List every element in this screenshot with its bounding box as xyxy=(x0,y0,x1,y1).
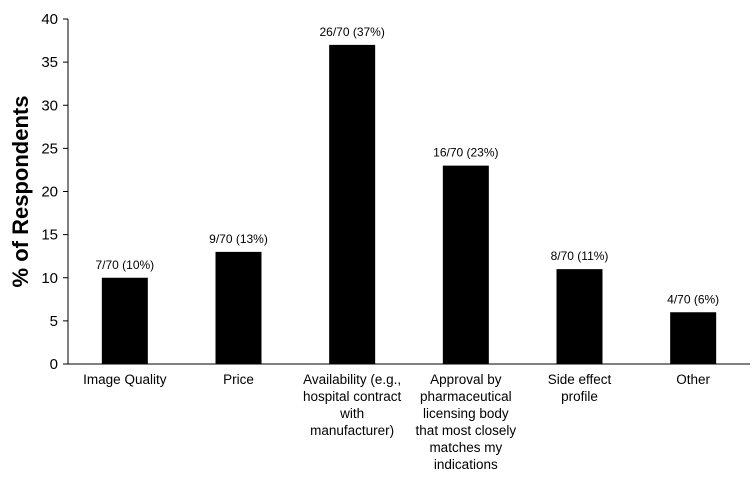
x-category-label-line: manufacturer) xyxy=(310,423,394,438)
data-labels: 7/70 (10%) 9/70 (13%) 26/70 (37%) 16/70 (23… xyxy=(95,25,719,306)
x-category-label-line: Other xyxy=(676,372,710,387)
y-tick-label: 20 xyxy=(41,184,58,201)
axes xyxy=(68,19,750,364)
x-category-labels: Image Quality Price Availability (e.g., hos… xyxy=(83,372,710,472)
x-category-label-line: pharmaceutical xyxy=(420,389,512,404)
bar xyxy=(102,278,148,364)
y-tick-label: 40 xyxy=(41,11,58,28)
x-category-label: Side effect profile xyxy=(548,372,612,404)
x-category-label-line: profile xyxy=(561,389,598,404)
bars xyxy=(102,45,716,364)
x-category-label-line: with xyxy=(339,406,364,421)
data-label: 7/70 (10%) xyxy=(95,258,154,272)
bar xyxy=(216,252,262,364)
x-category-label-line: Price xyxy=(223,372,254,387)
x-category-label-line: matches my xyxy=(429,440,502,455)
x-category-label-line: licensing body xyxy=(423,406,509,421)
x-category-label: Image Quality xyxy=(83,372,167,387)
data-label: 26/70 (37%) xyxy=(319,25,384,39)
y-tick-label: 5 xyxy=(50,313,58,330)
x-category-label: Approval by pharmaceutical licensing body t… xyxy=(416,372,517,472)
y-axis-title-group: % of Respondents xyxy=(8,96,33,288)
data-label: 16/70 (23%) xyxy=(433,146,498,160)
data-label: 9/70 (13%) xyxy=(209,232,268,246)
x-category-label-line: indications xyxy=(434,457,498,472)
y-axis-title: % of Respondents xyxy=(8,96,33,288)
y-tick-label: 35 xyxy=(41,54,58,71)
data-label: 8/70 (11%) xyxy=(551,249,609,263)
bar xyxy=(329,45,375,364)
data-label: 4/70 (6%) xyxy=(667,292,719,306)
bar xyxy=(670,312,716,364)
x-category-label: Availability (e.g., hospital contract with… xyxy=(303,372,402,438)
x-category-label-line: Image Quality xyxy=(83,372,167,387)
y-tick-label: 25 xyxy=(41,140,58,157)
bar xyxy=(557,269,603,364)
x-category-label-line: that most closely xyxy=(416,423,517,438)
y-tick-label: 10 xyxy=(41,270,58,287)
y-tick-label: 30 xyxy=(41,97,58,114)
x-category-label-line: Availability (e.g., xyxy=(303,372,401,387)
y-tick-label: 15 xyxy=(41,227,58,244)
x-category-label-line: hospital contract xyxy=(303,389,402,404)
bar xyxy=(443,166,489,364)
y-tick-label: 0 xyxy=(50,356,58,373)
x-category-label: Price xyxy=(223,372,254,387)
y-ticks: 0 5 10 15 20 25 30 35 40 xyxy=(41,11,68,373)
x-category-label: Other xyxy=(676,372,710,387)
x-category-label-line: Approval by xyxy=(430,372,502,387)
x-category-label-line: Side effect xyxy=(548,372,612,387)
